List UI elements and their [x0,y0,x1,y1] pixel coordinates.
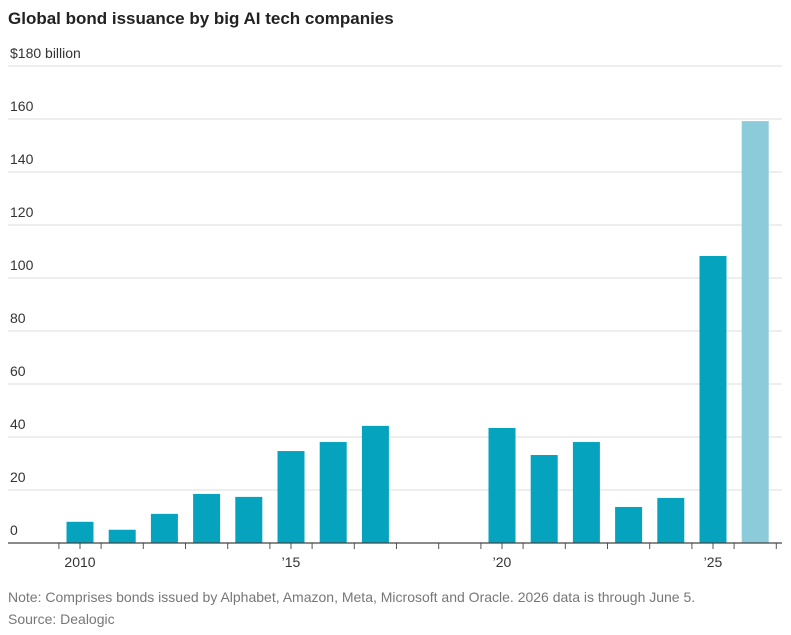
bar [319,442,347,543]
y-tick-label: 40 [10,416,26,432]
y-tick-label: 0 [10,522,18,538]
bar [615,506,643,543]
bar [277,451,305,543]
bar [741,121,769,544]
bar [699,256,727,543]
x-tick-label: ’20 [493,554,512,570]
bar [66,521,94,543]
y-tick-label: 100 [10,257,34,273]
source: Source: Dealogic [8,611,115,627]
bar [488,427,516,543]
y-tick-label: 160 [10,98,34,114]
bar [361,425,389,543]
y-tick-label: 20 [10,469,26,485]
bar [572,442,600,543]
bar [108,529,136,543]
note: Note: Comprises bonds issued by Alphabet… [8,589,695,605]
chart-title: Global bond issuance by big AI tech comp… [8,9,394,28]
bar [193,493,221,543]
bar [657,497,685,543]
y-tick-label: 120 [10,204,34,220]
bar [150,513,178,543]
y-tick-label: $180 billion [10,45,81,61]
y-tick-label: 80 [10,310,26,326]
y-tick-label: 140 [10,151,34,167]
x-tick-label: 2010 [64,554,95,570]
x-tick-label: ’25 [704,554,723,570]
y-tick-label: 60 [10,363,26,379]
bar [530,455,558,543]
x-tick-label: ’15 [282,554,301,570]
bar [235,496,263,543]
